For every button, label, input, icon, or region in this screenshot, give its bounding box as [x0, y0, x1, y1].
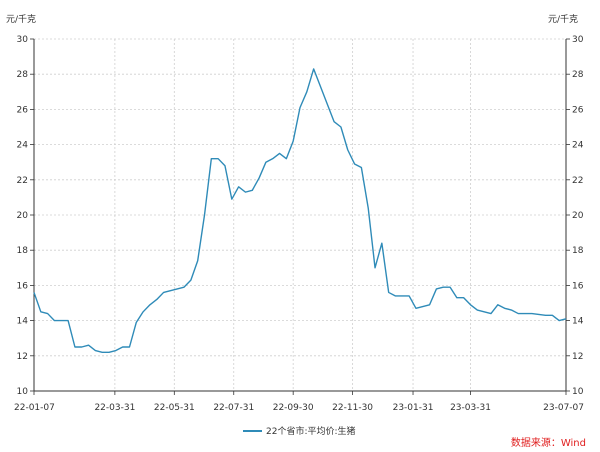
right-y-tick-labels: 10 12 14 16 18 20 22 24 26 28 30 — [572, 35, 584, 397]
y-tick-label-left: 26 — [17, 105, 29, 115]
x-tick-label: 22-05-31 — [154, 403, 195, 413]
y-tick-label-right: 12 — [572, 352, 583, 362]
y-tick-label-right: 30 — [572, 35, 584, 45]
x-tick-label: 23-01-31 — [393, 403, 434, 413]
x-tick-label: 22-09-30 — [273, 403, 314, 413]
y-tick-label-left: 14 — [17, 317, 29, 327]
left-axis-unit: 元/千克 — [6, 14, 36, 25]
y-tick-label-right: 16 — [572, 281, 584, 291]
x-tick-label: 22-07-31 — [213, 403, 254, 413]
series-line-pig-price — [33, 68, 567, 353]
x-tick-label: 22-03-31 — [94, 403, 135, 413]
y-tick-label-left: 12 — [17, 352, 28, 362]
x-tick-label: 23-07-07 — [543, 403, 584, 413]
y-tick-label-right: 10 — [572, 387, 584, 397]
y-tick-label-right: 20 — [572, 211, 584, 221]
y-tick-label-left: 18 — [17, 246, 29, 256]
y-tick-label-left: 16 — [17, 281, 29, 291]
y-tick-label-right: 22 — [572, 176, 583, 186]
data-source-note: 数据来源：Wind — [511, 436, 586, 449]
right-axis-unit: 元/千克 — [548, 14, 578, 25]
y-tick-label-left: 28 — [17, 70, 29, 80]
gridlines — [34, 38, 566, 391]
y-tick-label-right: 24 — [572, 141, 584, 151]
y-tick-label-right: 26 — [572, 105, 584, 115]
x-tick-label: 22-01-07 — [14, 403, 55, 413]
y-tick-label-right: 28 — [572, 70, 584, 80]
y-tick-label-left: 10 — [17, 387, 29, 397]
y-tick-label-right: 14 — [572, 317, 584, 327]
y-tick-label-left: 30 — [17, 35, 29, 45]
legend-label: 22个省市:平均价:生猪 — [266, 425, 356, 437]
x-tick-label: 23-03-31 — [450, 403, 491, 413]
legend: 22个省市:平均价:生猪 — [243, 425, 356, 437]
series-lines — [33, 68, 567, 353]
y-tick-label-right: 18 — [572, 246, 584, 256]
x-tick-label: 22-11-30 — [332, 403, 373, 413]
y-tick-label-left: 20 — [17, 211, 29, 221]
y-tick-label-left: 22 — [17, 176, 28, 186]
left-y-tick-labels: 10 12 14 16 18 20 22 24 26 28 30 — [17, 35, 29, 397]
x-tick-labels: 22-01-07 22-03-31 22-05-31 22-07-31 22-09-30… — [14, 403, 584, 413]
y-tick-label-left: 24 — [17, 141, 29, 151]
axes — [30, 38, 570, 395]
